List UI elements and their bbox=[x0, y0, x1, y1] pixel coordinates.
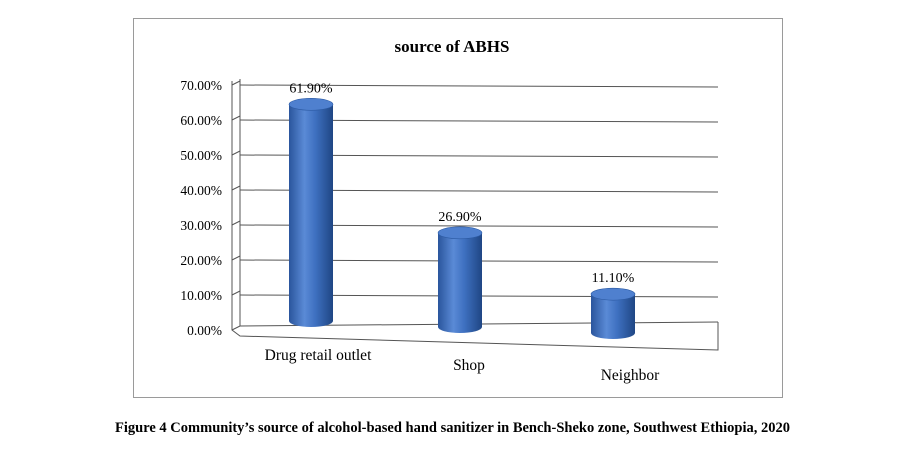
x-category-label: Shop bbox=[453, 357, 485, 374]
chart-floor bbox=[231, 81, 719, 351]
figure-caption: Figure 4 Community’s source of alcohol-b… bbox=[115, 420, 790, 436]
chart-title: source of ABHS bbox=[395, 37, 510, 56]
tick-side-line bbox=[231, 255, 241, 261]
gridline bbox=[239, 84, 719, 88]
data-label: 11.10% bbox=[592, 271, 635, 286]
y-tick-label: 70.00% bbox=[180, 78, 222, 93]
data-label: 26.90% bbox=[438, 210, 482, 225]
tick-side-line bbox=[231, 185, 241, 191]
bar-top bbox=[590, 287, 636, 301]
bar-body bbox=[438, 232, 482, 333]
y-tick-label: 60.00% bbox=[180, 113, 222, 128]
bar-top bbox=[288, 98, 334, 111]
tick-side-line bbox=[231, 290, 241, 296]
y-tick-label: 30.00% bbox=[180, 218, 222, 233]
tick-side-line bbox=[231, 80, 241, 86]
bar bbox=[437, 226, 483, 333]
y-tick-label: 10.00% bbox=[180, 288, 222, 303]
tick-side-line bbox=[231, 150, 241, 156]
y-tick-label: 40.00% bbox=[180, 183, 222, 198]
tick-side-line bbox=[231, 220, 241, 226]
bar-body bbox=[289, 104, 333, 327]
y-tick-label: 20.00% bbox=[180, 253, 222, 268]
bar bbox=[590, 287, 636, 339]
x-category-label: Neighbor bbox=[601, 367, 660, 384]
bar-top bbox=[437, 226, 483, 240]
y-tick-label: 50.00% bbox=[180, 148, 222, 163]
bar-body bbox=[591, 294, 635, 339]
y-tick-label: 0.00% bbox=[187, 323, 222, 338]
chart-frame bbox=[133, 18, 783, 398]
bar bbox=[288, 98, 334, 327]
bar-chart: source of ABHS 0.00% 10.00% 20.00% 30.00% 40… bbox=[180, 37, 719, 384]
tick-side-line bbox=[231, 115, 241, 121]
data-label: 61.90% bbox=[289, 81, 333, 96]
x-category-label: Drug retail outlet bbox=[265, 347, 372, 364]
tick-side-line bbox=[231, 325, 241, 331]
